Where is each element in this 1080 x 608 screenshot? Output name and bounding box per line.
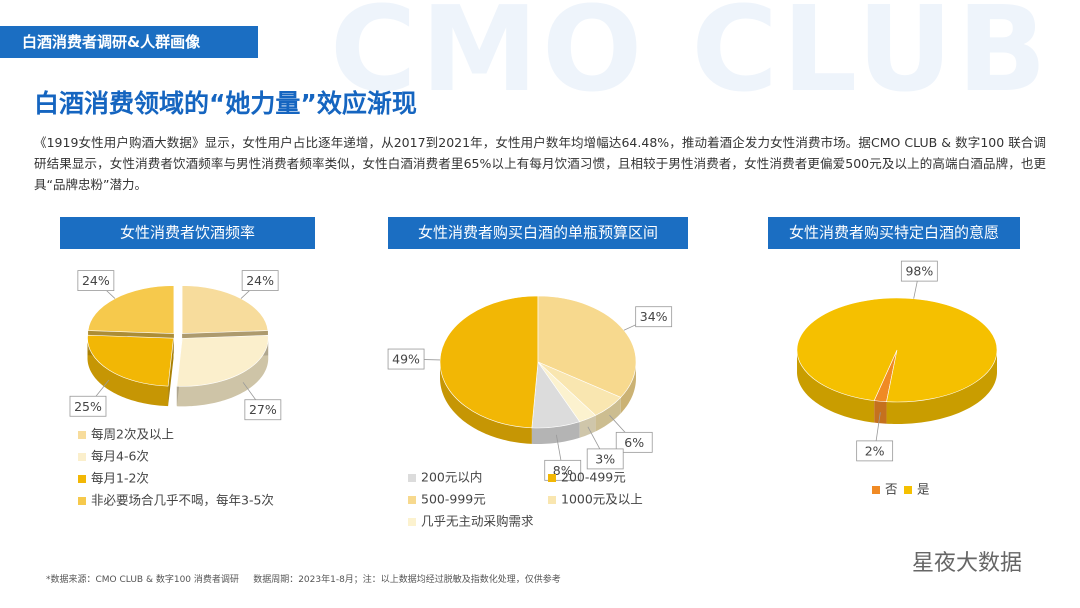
- data-label: 6%: [624, 435, 644, 450]
- legend-label: 非必要场合几乎不喝，每年3-5次: [91, 493, 274, 508]
- legend-swatch: [78, 497, 86, 505]
- label-box: [586, 448, 624, 470]
- pie-sides: [797, 350, 997, 424]
- pie-sides: [440, 363, 636, 444]
- page-title: 白酒消费领域的“她力量”效应渐现: [34, 89, 417, 118]
- label-box: [615, 431, 653, 453]
- data-label: 34%: [640, 309, 668, 324]
- slice: [87, 285, 175, 334]
- chart-title: 女性消费者购买白酒的单瓶预算区间: [418, 224, 658, 242]
- slice: [537, 361, 597, 423]
- slice-side: [595, 397, 621, 432]
- slice-side: [874, 400, 887, 424]
- data-label: 24%: [82, 273, 110, 288]
- legend-swatch: [78, 475, 86, 483]
- data-label: 98%: [905, 264, 933, 279]
- legend-swatch: [78, 431, 86, 439]
- chart-title-box: [388, 217, 688, 249]
- legend-label: 几乎无主动采购需求: [421, 514, 534, 529]
- data-label: 24%: [246, 273, 274, 288]
- legend-label: 200-499元: [561, 470, 626, 485]
- footer: *数据来源：CMO CLUB & 数字100 消费者调研 数据周期：2023年1…: [46, 575, 561, 585]
- data-label: 27%: [249, 402, 277, 417]
- label-box: [69, 395, 107, 417]
- logo: 星夜大数据: [912, 551, 1023, 576]
- slice-side: [620, 363, 636, 414]
- chart-title-box: [768, 217, 1020, 249]
- label-box: [244, 399, 282, 421]
- slice: [87, 334, 174, 387]
- data-label: 8%: [553, 463, 573, 478]
- label-box: [241, 270, 279, 291]
- chart-title-box: [60, 217, 315, 249]
- header-tag: 白酒消费者调研&人群画像: [0, 26, 258, 58]
- legend-label: 每月1-2次: [91, 471, 149, 486]
- legend-swatch: [408, 474, 416, 482]
- slice: [796, 297, 998, 403]
- data-label: 2%: [865, 443, 885, 458]
- slice-side: [440, 363, 532, 444]
- legend-label: 是: [917, 482, 930, 497]
- legend-label: 200元以内: [421, 470, 482, 485]
- slice: [181, 285, 269, 334]
- legend-label: 每月4-6次: [91, 449, 149, 464]
- legend-label: 否: [885, 482, 898, 497]
- legend-label: 500-999元: [421, 492, 486, 507]
- slice-side: [87, 338, 169, 407]
- slice-side: [886, 350, 997, 424]
- chart-title: 女性消费者饮酒频率: [120, 224, 255, 242]
- legend-swatch: [548, 496, 556, 504]
- slice-side: [176, 338, 269, 407]
- data-label: 25%: [74, 399, 102, 414]
- legend-swatch: [408, 518, 416, 526]
- legend-label: 每周2次及以上: [91, 427, 174, 442]
- data-label: 49%: [392, 352, 420, 367]
- slice: [176, 335, 269, 387]
- legend-swatch: [872, 486, 880, 494]
- label-box: [900, 260, 938, 282]
- legend-swatch: [78, 453, 86, 461]
- label-box: [77, 270, 115, 291]
- data-label: 3%: [595, 451, 615, 466]
- chart-title: 女性消费者购买特定白酒的意愿: [789, 224, 999, 242]
- paragraph: 《1919女性用户购酒大数据》显示，女性用户占比逐年递增，从2017到2021年…: [34, 135, 1046, 192]
- slice: [439, 295, 539, 429]
- label-box: [387, 348, 425, 370]
- legend-swatch: [548, 474, 556, 482]
- label-box: [856, 440, 894, 462]
- slice-side: [579, 415, 596, 438]
- slice-side: [797, 350, 875, 423]
- legend-swatch: [904, 486, 912, 494]
- legend-label: 1000元及以上: [561, 492, 643, 507]
- watermark: CMO CLUB: [330, 0, 1051, 118]
- legend-swatch: [408, 496, 416, 504]
- slice-side: [531, 421, 580, 444]
- label-box: [635, 306, 673, 328]
